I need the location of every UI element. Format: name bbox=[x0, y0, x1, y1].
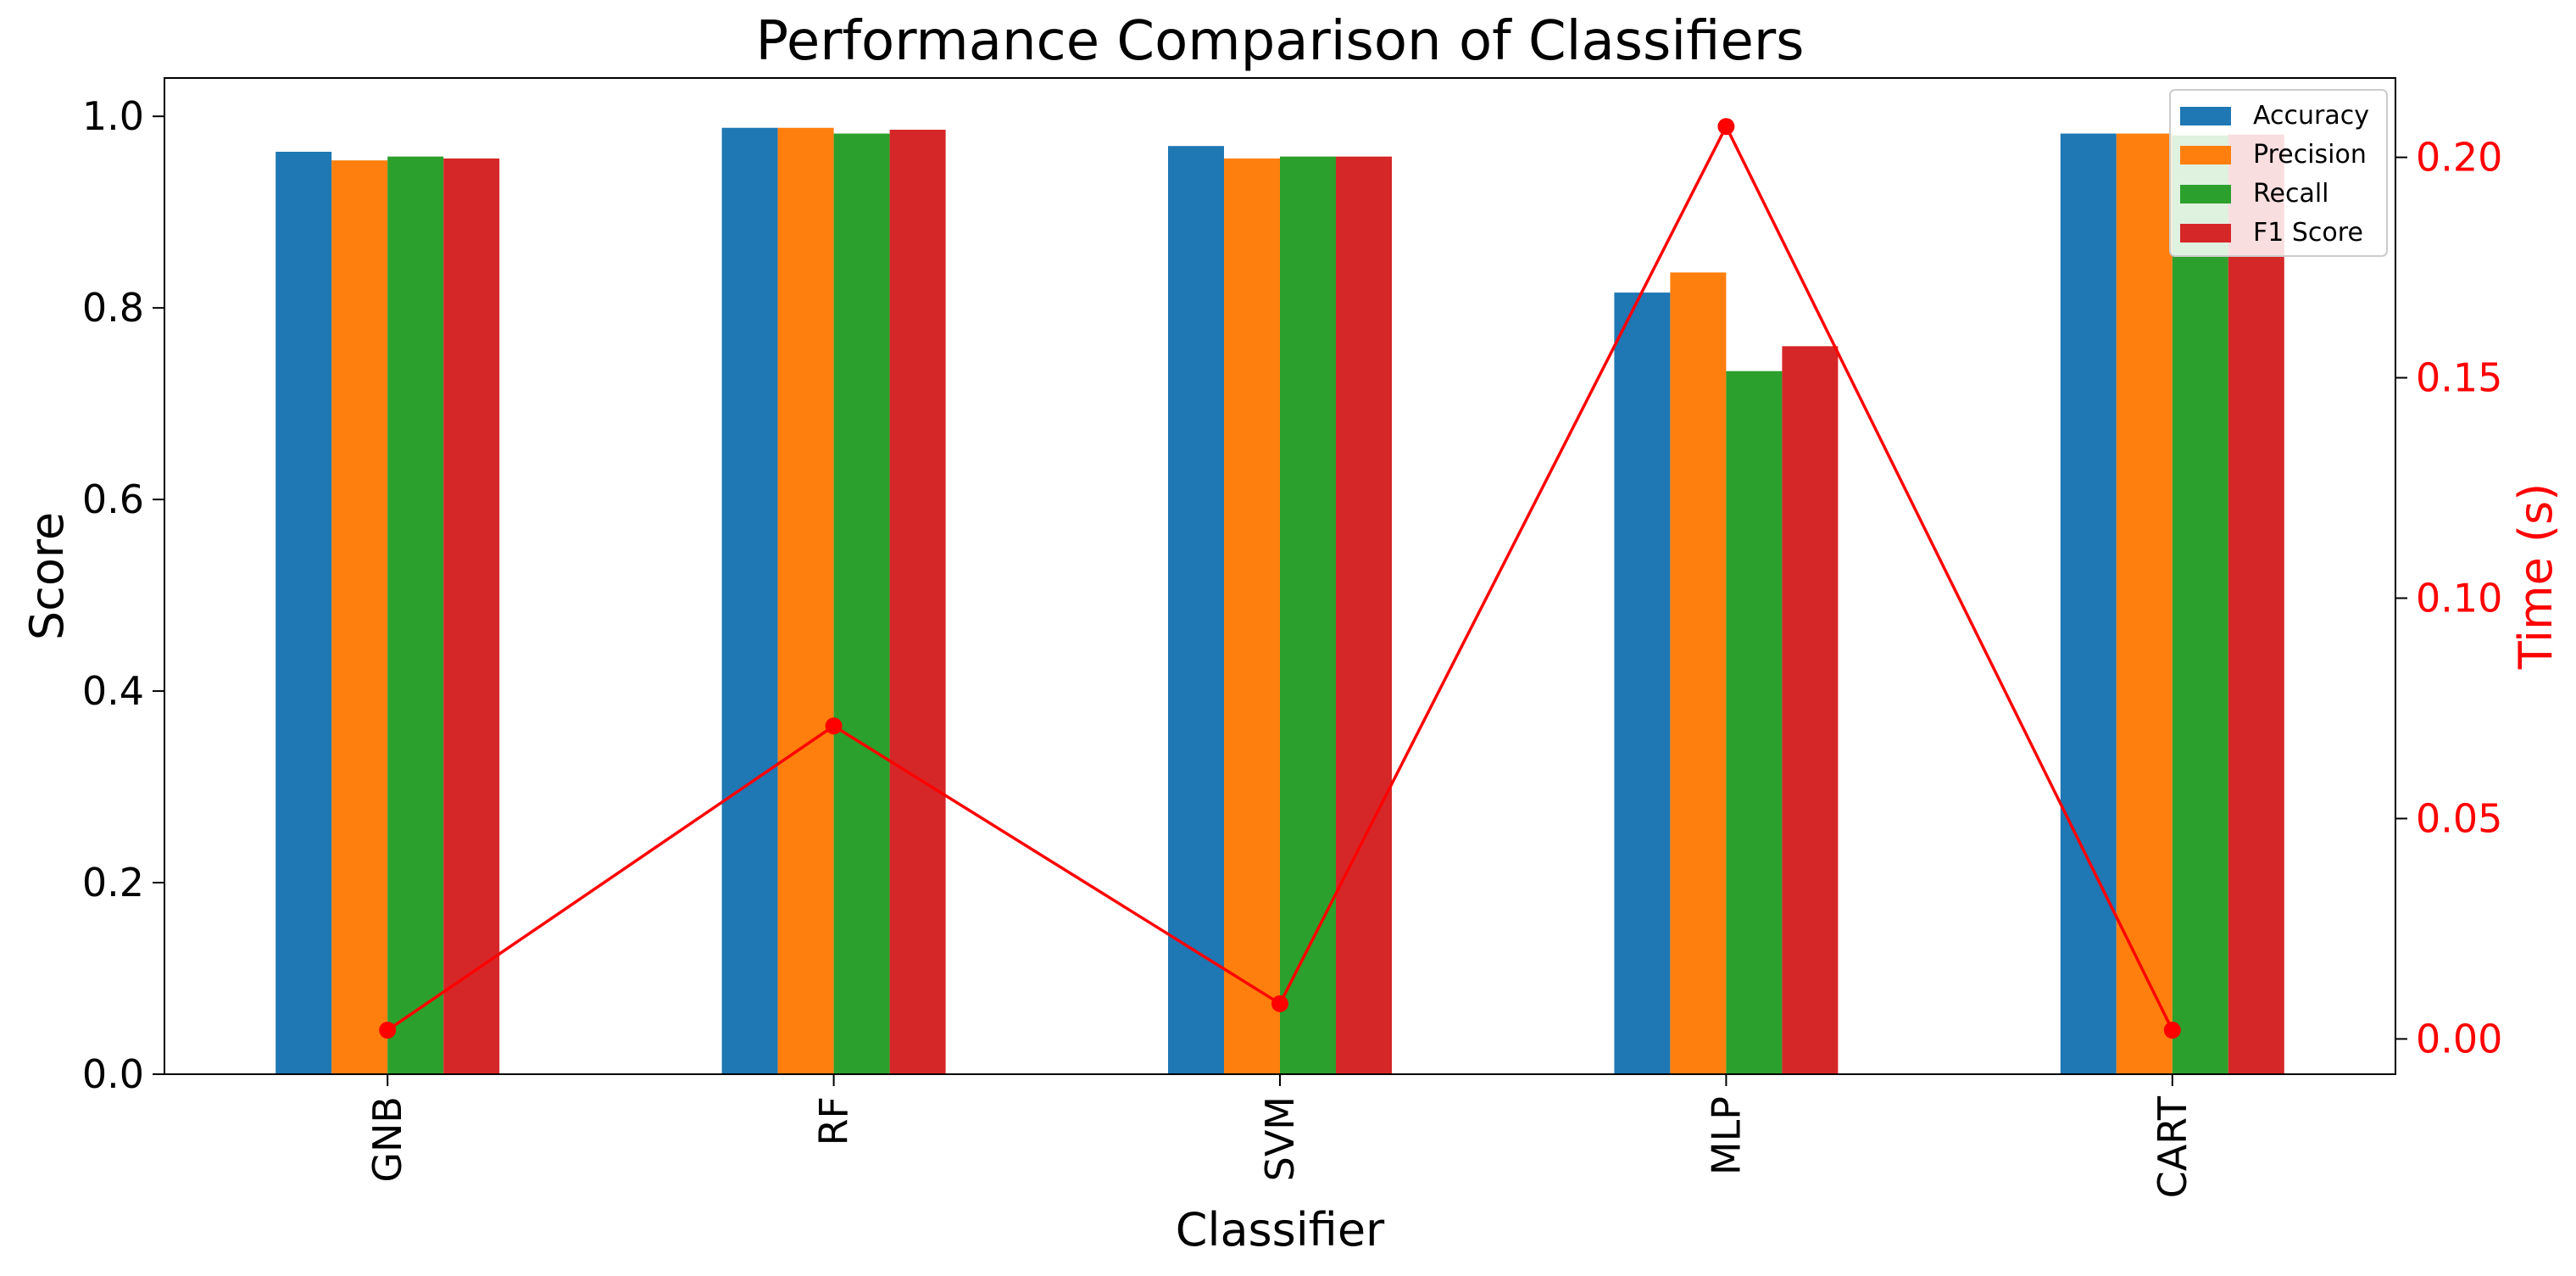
y-tick-label: 0.4 bbox=[82, 668, 144, 714]
bar-accuracy-cart bbox=[2060, 133, 2117, 1075]
y-tick-label: 0.6 bbox=[82, 476, 144, 522]
y2-tick-label: 0.20 bbox=[2416, 135, 2502, 181]
bar-f1-score-gnb bbox=[443, 158, 500, 1075]
legend-swatch bbox=[2180, 185, 2231, 203]
y-tick-label: 0.2 bbox=[82, 860, 144, 905]
y2-tick-label: 0.15 bbox=[2416, 355, 2502, 401]
x-tick-label: RF bbox=[811, 1096, 857, 1145]
legend-label: F1 Score bbox=[2253, 218, 2363, 248]
axes-layer: 0.0 0.2 0.4 0.6 0.8 1.0 0.00 0.05 0.10 0.15 0.20 GN… bbox=[82, 93, 2503, 1198]
legend-box bbox=[2169, 89, 2388, 257]
y2-tick-label: 0.00 bbox=[2416, 1016, 2502, 1061]
bar-f1-score-rf bbox=[889, 130, 946, 1074]
y2-tick-label: 0.05 bbox=[2416, 795, 2502, 841]
bar-precision-cart bbox=[2116, 133, 2173, 1075]
time-point-mlp bbox=[1717, 118, 1735, 136]
bar-recall-cart bbox=[2172, 135, 2228, 1075]
bar-accuracy-rf bbox=[721, 127, 778, 1074]
time-point-cart bbox=[2163, 1022, 2181, 1039]
bar-precision-gnb bbox=[331, 160, 388, 1075]
y2-tick-label: 0.10 bbox=[2416, 575, 2502, 621]
bar-f1-score-svm bbox=[1336, 156, 1392, 1074]
x-tick-label: GNB bbox=[364, 1096, 410, 1183]
time-point-gnb bbox=[379, 1022, 397, 1039]
legend-swatch bbox=[2180, 146, 2231, 164]
bar-precision-mlp bbox=[1670, 272, 1727, 1074]
y-tick-label: 1.0 bbox=[82, 93, 144, 139]
bar-recall-svm bbox=[1280, 156, 1336, 1074]
x-tick-label: CART bbox=[2150, 1095, 2195, 1198]
legend-label: Precision bbox=[2253, 140, 2367, 170]
time-point-svm bbox=[1271, 995, 1288, 1012]
bar-accuracy-svm bbox=[1168, 146, 1224, 1075]
legend: Accuracy Precision Recall F1 Score bbox=[2169, 89, 2388, 257]
bar-recall-gnb bbox=[387, 156, 444, 1074]
x-axis-label: Classifier bbox=[1176, 1203, 1385, 1256]
bar-accuracy-gnb bbox=[275, 151, 332, 1074]
bar-f1-score-mlp bbox=[1782, 346, 1839, 1074]
bar-recall-rf bbox=[833, 133, 890, 1075]
y-tick-label: 0.8 bbox=[82, 285, 144, 331]
chart-title: Performance Comparison of Classifiers bbox=[756, 10, 1805, 73]
time-line-layer bbox=[379, 118, 2181, 1039]
bar-accuracy-mlp bbox=[1614, 293, 1671, 1075]
legend-label: Accuracy bbox=[2253, 101, 2369, 131]
bar-precision-rf bbox=[777, 127, 834, 1074]
bar-recall-mlp bbox=[1726, 371, 1783, 1074]
y-tick-label: 0.0 bbox=[82, 1051, 144, 1097]
bar-f1-score-cart bbox=[2228, 134, 2284, 1074]
bars-layer bbox=[275, 127, 2284, 1075]
time-point-rf bbox=[825, 717, 843, 735]
y-axis-label: Score bbox=[20, 512, 74, 640]
y2-axis-label: Time (s) bbox=[2509, 483, 2562, 671]
x-tick-label: MLP bbox=[1703, 1096, 1749, 1175]
legend-swatch bbox=[2180, 224, 2231, 242]
bar-precision-svm bbox=[1224, 158, 1280, 1075]
x-tick-label: SVM bbox=[1257, 1096, 1303, 1181]
legend-label: Recall bbox=[2253, 179, 2329, 209]
legend-swatch bbox=[2180, 107, 2231, 125]
